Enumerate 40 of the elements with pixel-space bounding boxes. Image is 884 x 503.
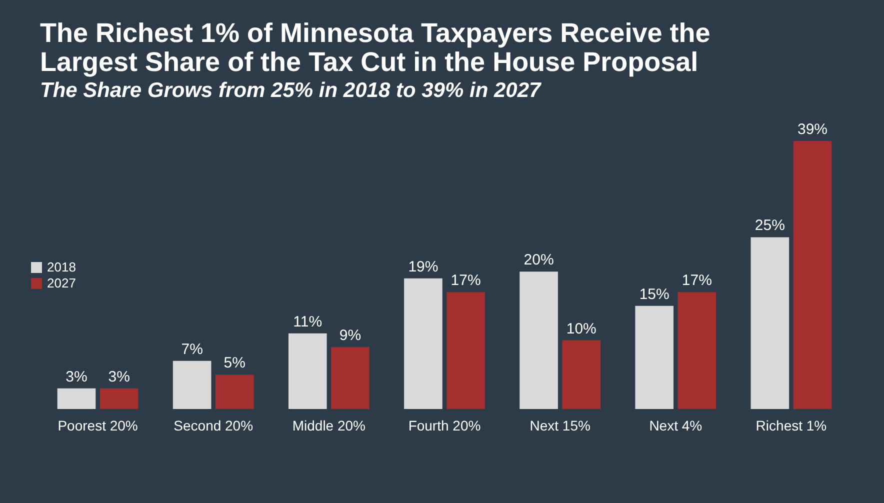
x-tick-label: Next 15% (530, 418, 590, 434)
x-tick-label: Next 4% (649, 418, 702, 434)
bar (100, 388, 138, 409)
data-label: 25% (754, 217, 785, 234)
bar (635, 306, 674, 409)
data-label: 9% (339, 327, 362, 344)
bar (750, 237, 790, 409)
bar (172, 360, 212, 409)
data-label: 3% (108, 368, 130, 386)
data-label: 20% (524, 252, 554, 269)
bar (562, 340, 601, 409)
legend-label: 2018 (47, 260, 76, 274)
bar (57, 388, 96, 409)
bar (678, 292, 716, 409)
data-label: 5% (224, 354, 246, 372)
legend-label: 2027 (47, 276, 76, 290)
bar (793, 141, 832, 409)
x-tick-label: Fourth 20% (408, 418, 481, 434)
data-label: 39% (797, 121, 828, 138)
data-label: 15% (639, 286, 670, 303)
bar (288, 333, 327, 409)
bar (331, 347, 370, 409)
bar (520, 272, 558, 409)
x-tick-label: Richest 1% (756, 418, 827, 434)
chart-subtitle: The Share Grows from 25% in 2018 to 39% in 2027 (40, 79, 542, 102)
bar (404, 278, 442, 409)
bar (215, 374, 254, 409)
x-tick-label: Second 20% (174, 418, 254, 434)
text: The Richest 1% of Minnesota Taxpayers Receive the (40, 18, 710, 48)
text: Largest Share of the Tax Cut in the House Proposal (40, 47, 698, 77)
bar (446, 292, 485, 409)
data-label: 17% (682, 272, 712, 290)
data-label: 10% (566, 320, 596, 338)
data-label: 17% (450, 272, 481, 290)
data-label: 3% (66, 368, 88, 386)
x-tick-label: Middle 20% (292, 418, 366, 434)
data-label: 11% (293, 313, 322, 330)
data-label: 19% (408, 258, 438, 276)
data-label: 7% (181, 340, 203, 358)
x-tick-label: Poorest 20% (58, 418, 138, 434)
